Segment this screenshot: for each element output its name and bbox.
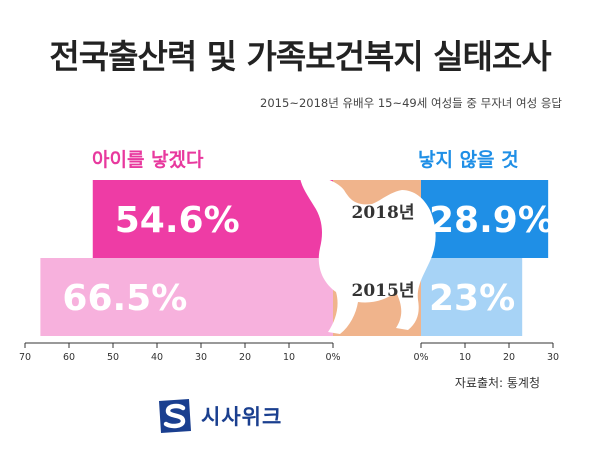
value-label-right-1: 23% [429,278,515,319]
chart-title: 전국출산력 및 가족보건복지 실태조사 [49,37,551,76]
bar-left-0 [92,180,333,258]
value-label-left-0: 54.6% [115,200,240,241]
left-axis-tick-label-7: 0% [325,352,340,363]
right-axis-tick-label-1: 10 [459,352,471,363]
stork-silhouette [300,176,436,334]
right-axis-tick-label-2: 20 [503,352,515,363]
value-label-left-1: 66.5% [62,278,187,319]
left-axis-tick-label-3: 40 [151,352,163,363]
logo-s-icon [159,399,191,433]
year-label-1: 2015년 [352,281,415,301]
left-series-label: 아이를 낳겠다 [92,149,204,171]
value-label-right-0: 28.9% [429,200,554,241]
bar-right-1 [421,258,523,336]
right-axis-tick-label-0: 0% [413,352,428,363]
left-axis-tick-label-5: 20 [239,352,251,363]
left-axis-tick-label-4: 30 [195,352,207,363]
right-series-label: 낳지 않을 것 [418,149,519,171]
left-axis-tick-label-6: 10 [283,352,295,363]
publisher-logo: 시사위크 [155,397,282,435]
chart-subtitle: 2015~2018년 유배우 15~49세 여성들 중 무자녀 여성 응답 [260,96,562,110]
left-axis-tick-label-1: 60 [63,352,75,363]
source-note: 자료출처: 통계청 [454,376,540,390]
year-label-0: 2018년 [352,203,415,223]
right-axis-tick-label-3: 30 [547,352,559,363]
logo-text: 시사위크 [201,405,283,429]
left-axis-tick-label-0: 70 [19,352,31,363]
bar-left-1 [40,258,334,336]
left-axis-tick-label-2: 50 [107,352,119,363]
bar-right-0 [421,180,549,258]
